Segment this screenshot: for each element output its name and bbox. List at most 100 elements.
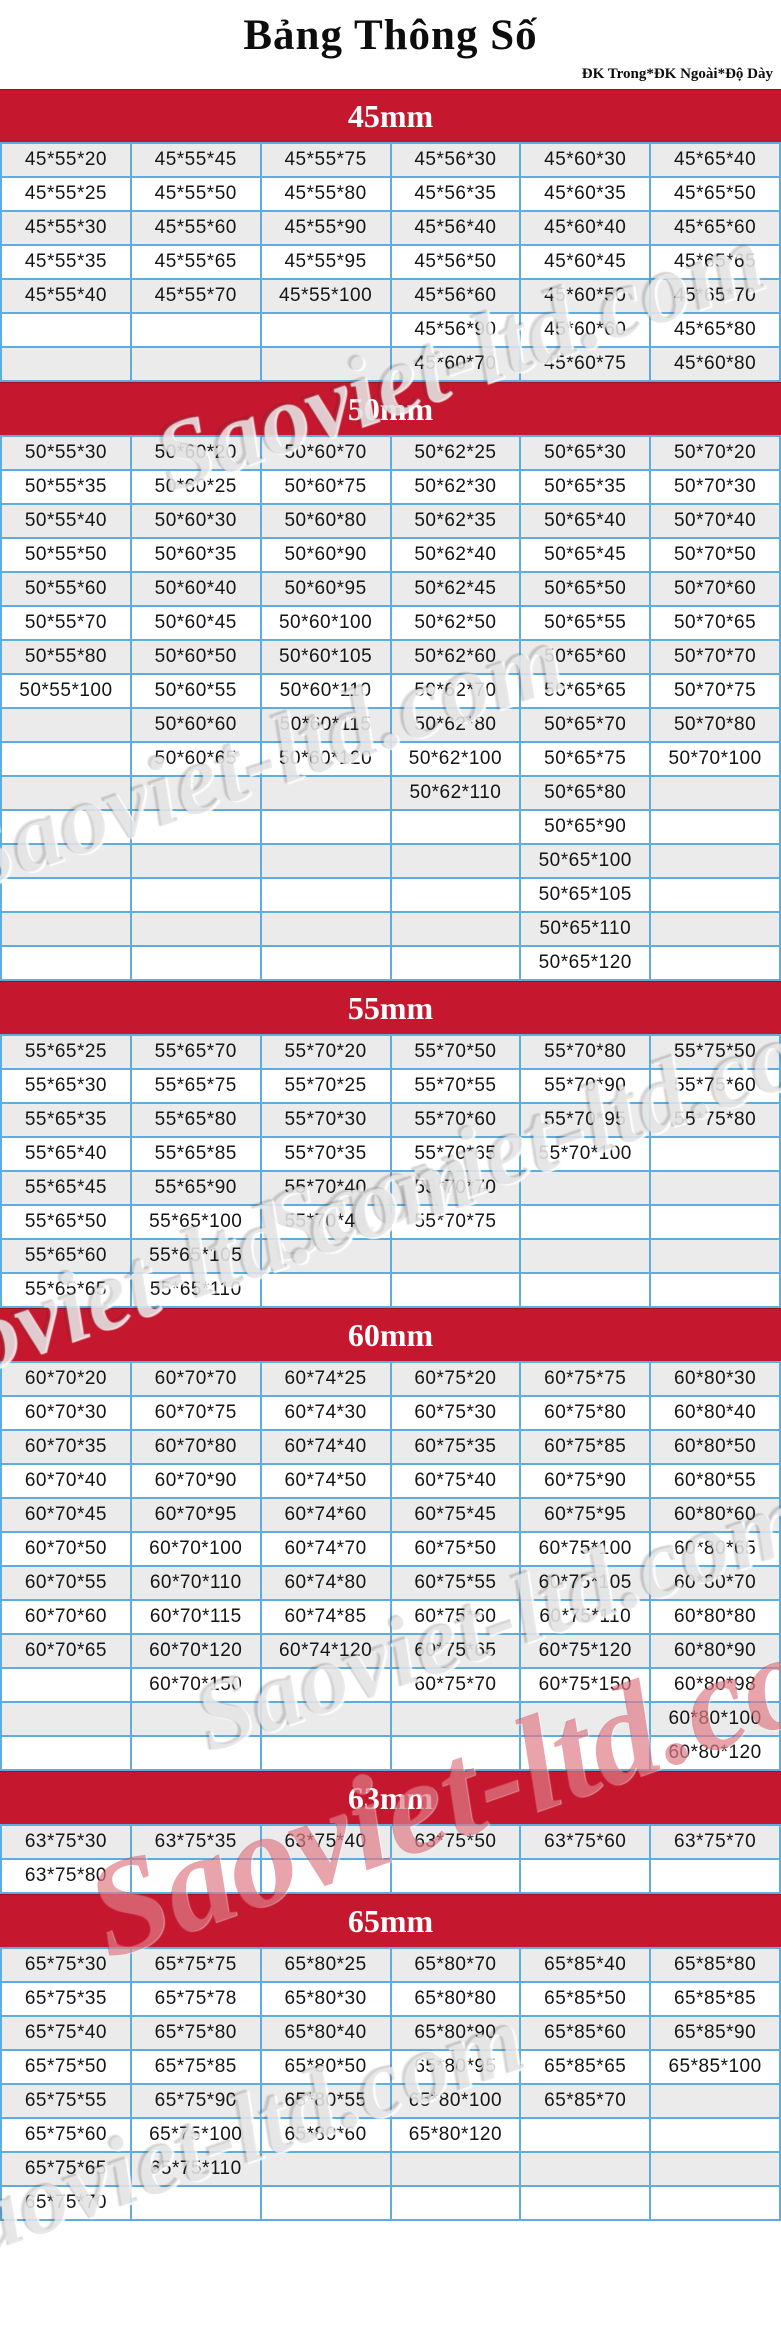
spec-cell xyxy=(131,811,260,843)
spec-cell: 65*80*25 xyxy=(261,1949,390,1981)
spec-cell: 60*74*25 xyxy=(261,1363,390,1395)
spec-cell: 50*62*45 xyxy=(391,573,520,605)
spec-cell xyxy=(261,2153,390,2185)
spec-cell: 45*55*40 xyxy=(2,280,130,312)
spec-cell xyxy=(2,947,130,979)
spec-cell xyxy=(2,1703,130,1735)
spec-cell xyxy=(2,743,130,775)
spec-cell: 63*75*80 xyxy=(2,1860,130,1892)
spec-cell: 60*70*115 xyxy=(131,1601,260,1633)
spec-cell: 55*65*100 xyxy=(131,1206,260,1238)
spec-cell: 60*75*150 xyxy=(521,1669,650,1701)
spec-cell: 50*60*115 xyxy=(261,709,390,741)
spec-cell: 60*80*65 xyxy=(651,1533,779,1565)
spec-cell: 60*70*75 xyxy=(131,1397,260,1429)
spec-cell xyxy=(261,1860,390,1892)
spec-cell xyxy=(131,947,260,979)
spec-cell: 60*70*55 xyxy=(2,1567,130,1599)
section-header-label: 55mm xyxy=(347,989,434,1026)
spec-cell: 65*75*55 xyxy=(2,2085,130,2117)
spec-cell: 60*70*30 xyxy=(2,1397,130,1429)
spec-cell: 50*62*40 xyxy=(391,539,520,571)
spec-cell: 55*65*25 xyxy=(2,1036,130,1068)
spec-cell: 50*62*30 xyxy=(391,471,520,503)
spec-cell: 65*85*80 xyxy=(651,1949,779,1981)
spec-cell: 60*80*98 xyxy=(651,1669,779,1701)
spec-cell: 65*85*65 xyxy=(521,2051,650,2083)
spec-cell xyxy=(521,2119,650,2151)
spec-cell: 55*70*40 xyxy=(261,1172,390,1204)
section-grid: 65*75*30 65*75*75 65*80*25 65*80*70 65*85*40… xyxy=(0,1947,781,2221)
spec-cell: 60*75*95 xyxy=(521,1499,650,1531)
spec-cell: 60*74*30 xyxy=(261,1397,390,1429)
spec-cell: 60*70*50 xyxy=(2,1533,130,1565)
spec-cell: 63*75*35 xyxy=(131,1826,260,1858)
spec-cell: 60*80*60 xyxy=(651,1499,779,1531)
spec-cell xyxy=(261,1240,390,1272)
spec-cell: 50*65*65 xyxy=(521,675,650,707)
spec-cell: 60*70*90 xyxy=(131,1465,260,1497)
spec-cell: 60*75*110 xyxy=(521,1601,650,1633)
spec-cell: 65*80*55 xyxy=(261,2085,390,2117)
spec-cell: 50*55*50 xyxy=(2,539,130,571)
spec-cell: 55*70*100 xyxy=(521,1138,650,1170)
title-block: Bảng Thông Số ĐK Trong*ĐK Ngoài*Độ Dày xyxy=(0,0,781,89)
sections: 45mm 45*55*20 45*55*45 45*55*75 45*56*30 45*… xyxy=(0,89,781,2221)
spec-cell: 50*65*80 xyxy=(521,777,650,809)
spec-cell xyxy=(261,1669,390,1701)
spec-cell: 60*70*60 xyxy=(2,1601,130,1633)
spec-cell: 55*65*80 xyxy=(131,1104,260,1136)
spec-cell: 50*65*50 xyxy=(521,573,650,605)
spec-cell: 60*75*65 xyxy=(391,1635,520,1667)
spec-cell: 55*70*55 xyxy=(391,1070,520,1102)
section-grid: 60*70*20 60*70*70 60*74*25 60*75*20 60*75*75… xyxy=(0,1361,781,1771)
spec-cell xyxy=(651,913,779,945)
spec-cell: 55*75*50 xyxy=(651,1036,779,1068)
spec-cell xyxy=(2,913,130,945)
spec-cell: 60*70*95 xyxy=(131,1499,260,1531)
spec-cell xyxy=(261,314,390,346)
spec-cell: 65*85*90 xyxy=(651,2017,779,2049)
spec-cell: 60*74*40 xyxy=(261,1431,390,1463)
spec-cell xyxy=(651,2119,779,2151)
spec-cell: 45*60*45 xyxy=(521,246,650,278)
spec-cell: 50*60*110 xyxy=(261,675,390,707)
spec-cell: 65*80*30 xyxy=(261,1983,390,2015)
spec-cell: 50*70*70 xyxy=(651,641,779,673)
spec-cell: 65*85*50 xyxy=(521,1983,650,2015)
spec-cell: 50*60*90 xyxy=(261,539,390,571)
spec-cell: 55*70*65 xyxy=(391,1138,520,1170)
section-header: 60mm xyxy=(0,1308,781,1361)
spec-cell: 63*75*50 xyxy=(391,1826,520,1858)
spec-cell: 50*62*80 xyxy=(391,709,520,741)
section-header-label: 45mm xyxy=(347,97,434,134)
spec-cell: 50*55*35 xyxy=(2,471,130,503)
spec-cell xyxy=(521,1737,650,1769)
spec-cell: 50*70*30 xyxy=(651,471,779,503)
spec-cell: 60*80*55 xyxy=(651,1465,779,1497)
spec-cell: 55*65*105 xyxy=(131,1240,260,1272)
spec-cell: 50*55*70 xyxy=(2,607,130,639)
spec-cell: 60*70*120 xyxy=(131,1635,260,1667)
spec-cell xyxy=(2,348,130,380)
spec-cell xyxy=(391,879,520,911)
spec-cell: 55*65*35 xyxy=(2,1104,130,1136)
spec-cell xyxy=(391,811,520,843)
spec-cell: 50*65*105 xyxy=(521,879,650,911)
spec-cell: 50*60*25 xyxy=(131,471,260,503)
spec-cell: 63*75*30 xyxy=(2,1826,130,1858)
spec-cell: 60*75*60 xyxy=(391,1601,520,1633)
spec-cell: 50*60*120 xyxy=(261,743,390,775)
spec-cell: 65*75*100 xyxy=(131,2119,260,2151)
spec-cell: 45*55*65 xyxy=(131,246,260,278)
spec-cell: 60*80*90 xyxy=(651,1635,779,1667)
size-section: 60mm 60*70*20 60*70*70 60*74*25 60*75*20 60*… xyxy=(0,1308,781,1771)
spec-cell: 50*60*45 xyxy=(131,607,260,639)
spec-cell: 55*65*70 xyxy=(131,1036,260,1068)
spec-cell: 50*62*70 xyxy=(391,675,520,707)
spec-cell: 45*55*95 xyxy=(261,246,390,278)
spec-cell: 65*85*100 xyxy=(651,2051,779,2083)
spec-cell: 50*62*60 xyxy=(391,641,520,673)
spec-cell: 63*75*40 xyxy=(261,1826,390,1858)
spec-cell: 45*55*25 xyxy=(2,178,130,210)
